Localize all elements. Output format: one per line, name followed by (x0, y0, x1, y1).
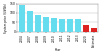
Bar (43, 17, 49, 32)
Bar (75, 19, 81, 32)
X-axis label: Year: Year (55, 48, 61, 52)
Bar (19, 5, 25, 32)
Bar (90, 28, 96, 32)
Bar (27, 11, 33, 32)
Y-axis label: System price ($/kWh): System price ($/kWh) (4, 3, 8, 33)
Bar (59, 19, 65, 32)
Bar (51, 18, 57, 32)
Bar (83, 25, 89, 32)
Bar (35, 15, 41, 32)
Bar (67, 19, 73, 32)
